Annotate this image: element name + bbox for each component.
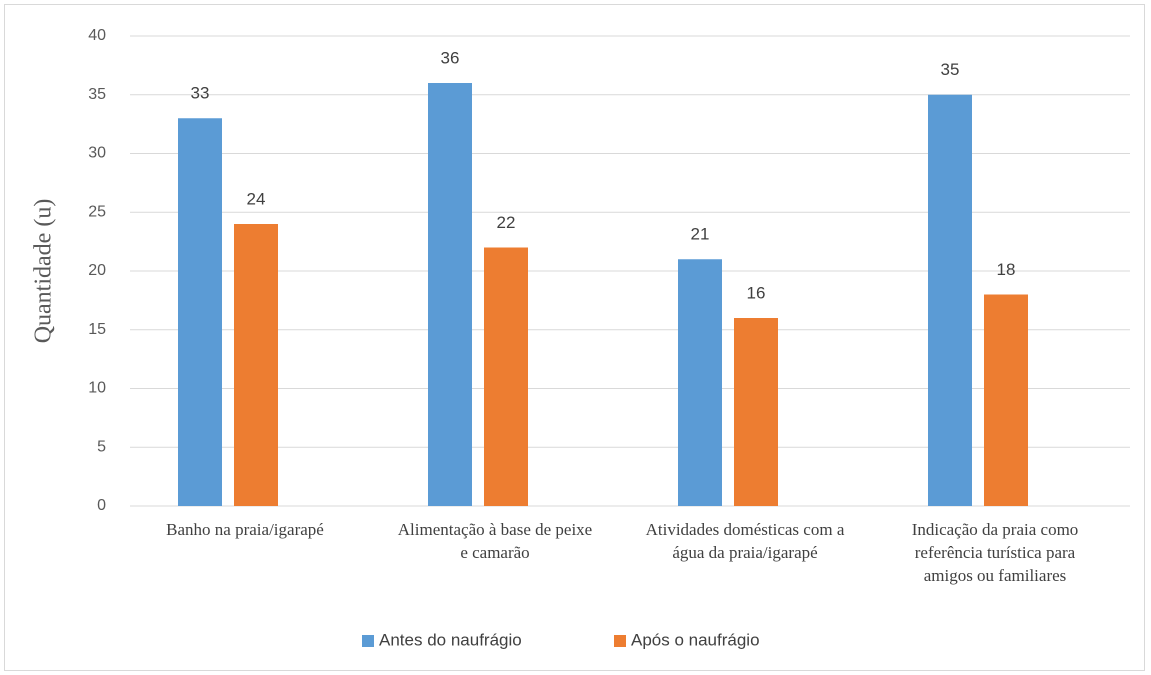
bar bbox=[178, 118, 222, 506]
data-label: 24 bbox=[247, 189, 266, 208]
y-tick-label: 0 bbox=[97, 497, 106, 514]
x-tick-label: Indicação da praia como referência turís… bbox=[911, 520, 1079, 585]
y-tick-label: 20 bbox=[88, 262, 106, 279]
chart-border bbox=[4, 4, 1145, 671]
legend-label: Após o naufrágio bbox=[631, 630, 760, 649]
bar bbox=[484, 247, 528, 506]
y-axis-title: Quantidade (u) bbox=[31, 199, 57, 344]
x-tick-label: Banho na praia/igarapé bbox=[166, 520, 324, 539]
legend-label: Antes do naufrágio bbox=[379, 630, 522, 649]
bar bbox=[734, 318, 778, 506]
y-tick-label: 10 bbox=[88, 380, 106, 397]
bar bbox=[928, 94, 972, 506]
bar bbox=[428, 83, 472, 506]
data-label: 35 bbox=[941, 60, 960, 79]
bar bbox=[984, 294, 1028, 506]
legend-swatch bbox=[362, 635, 374, 647]
data-label: 36 bbox=[441, 48, 460, 67]
data-label: 18 bbox=[997, 260, 1016, 279]
y-tick-label: 25 bbox=[88, 203, 106, 220]
y-tick-label: 5 bbox=[97, 438, 106, 455]
data-label: 16 bbox=[747, 283, 766, 302]
y-tick-label: 35 bbox=[88, 86, 106, 103]
bar bbox=[678, 259, 722, 506]
data-label: 22 bbox=[497, 213, 516, 232]
bar bbox=[234, 224, 278, 506]
legend-swatch bbox=[614, 635, 626, 647]
y-tick-label: 15 bbox=[88, 321, 106, 338]
x-tick-label: Alimentação à base de peixe e camarão bbox=[397, 520, 593, 562]
x-tick-label: Atividades domésticas com a água da prai… bbox=[645, 520, 845, 562]
y-tick-label: 40 bbox=[88, 27, 106, 44]
data-label: 33 bbox=[191, 84, 210, 103]
y-tick-label: 30 bbox=[88, 145, 106, 162]
data-label: 21 bbox=[691, 225, 710, 244]
